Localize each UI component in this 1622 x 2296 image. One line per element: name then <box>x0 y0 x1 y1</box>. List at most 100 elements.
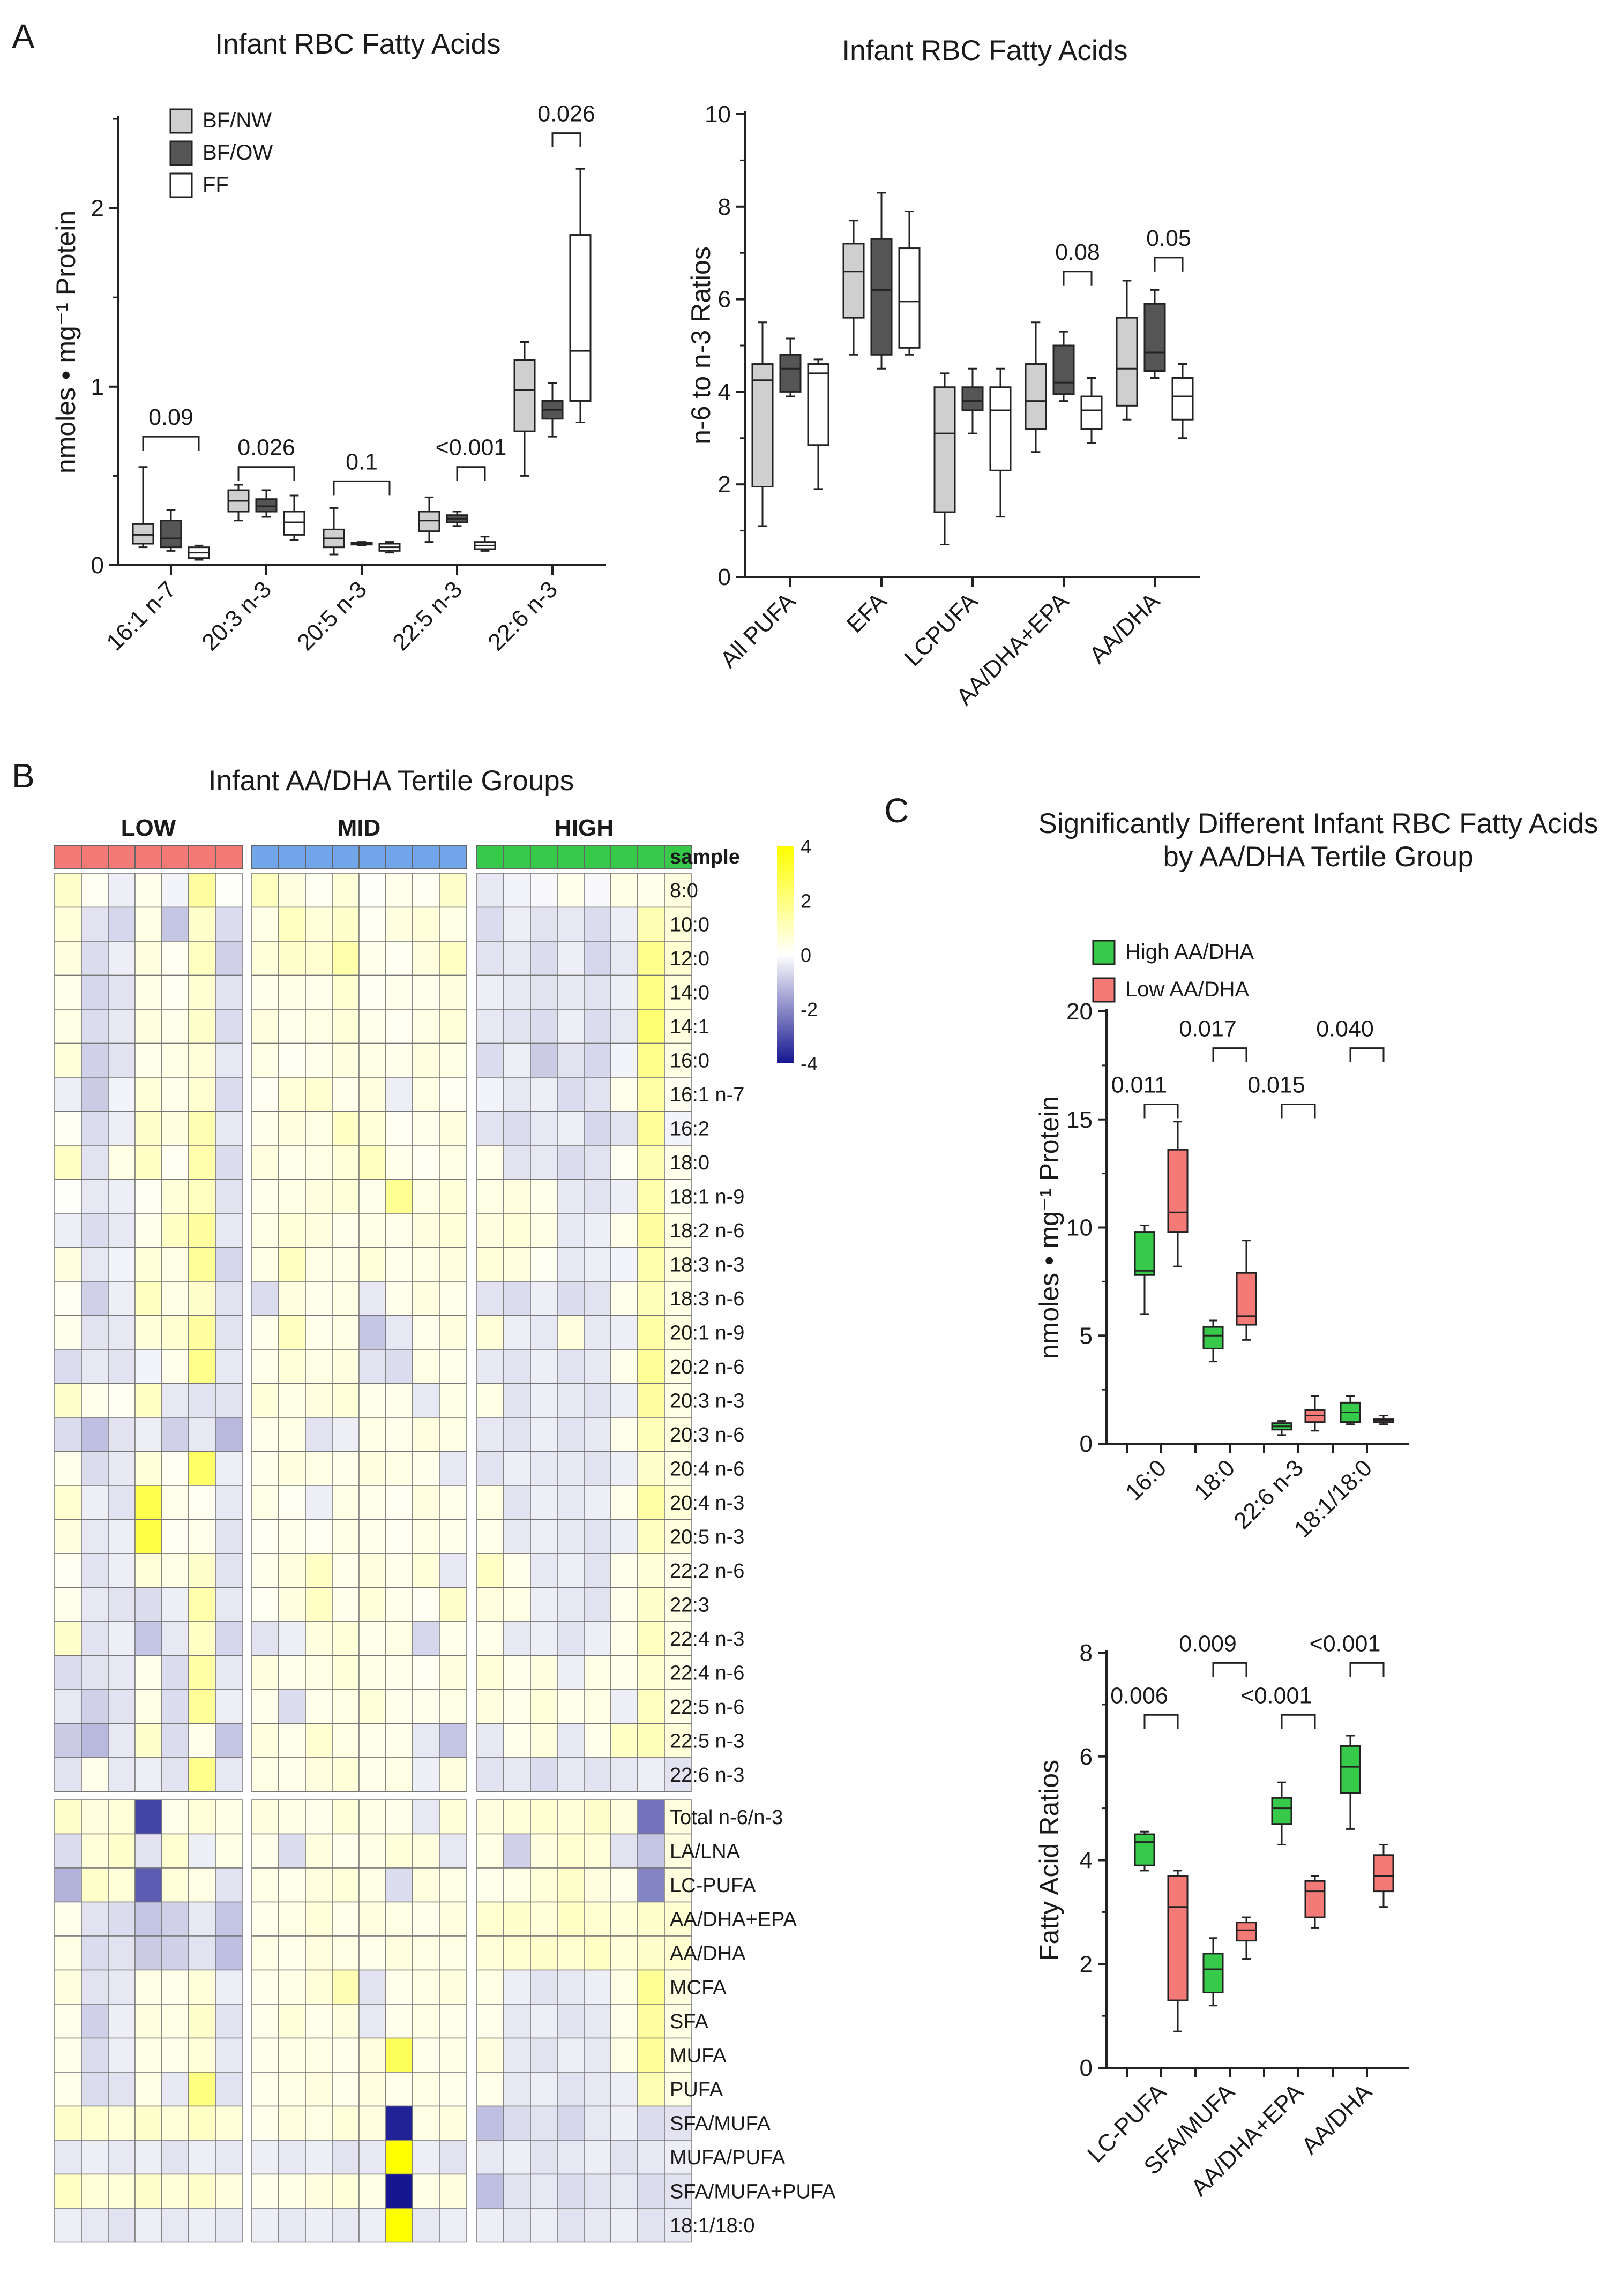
heatmap-cell-lc-pufa-16 <box>503 1867 531 1903</box>
heatmap-cell-18-3-n-3-6 <box>215 1247 243 1282</box>
heatmap-cell-20-2-n-6-4 <box>161 1349 189 1384</box>
heatmap-cell-la-lna-15 <box>476 1833 504 1869</box>
heatmap-cell-22-6-n-3-15 <box>476 1757 504 1792</box>
heatmap-cell-22-5-n-3-10 <box>332 1723 360 1758</box>
heatmap-cell-22-3-21 <box>637 1587 665 1622</box>
heatmap-cell-14-1-19 <box>584 1009 611 1044</box>
heatmap-cell-aa-dha-6 <box>215 1935 243 1971</box>
box-bf-nw-aa-dha-epa <box>1025 321 1047 453</box>
heatmap-cell-pufa-20 <box>610 2072 638 2107</box>
heatmap-cell-lc-pufa-9 <box>305 1867 333 1903</box>
heatmap-cell-pufa-4 <box>161 2072 189 2107</box>
heatmap-cell-14-0-3 <box>134 974 162 1010</box>
panel-letter-a: A <box>12 17 35 56</box>
sample-annotation-cell <box>188 845 216 869</box>
box-low-aa-dha-18-0 <box>1236 1240 1257 1341</box>
heatmap-cell-18-0-9 <box>305 1145 333 1180</box>
box-iqr <box>513 359 536 432</box>
heatmap-cell-lc-pufa-21 <box>637 1867 665 1903</box>
heatmap-cell-18-0-21 <box>637 1145 665 1180</box>
box-iqr <box>1202 1326 1224 1349</box>
heatmap-cell-sfa-21 <box>637 2004 665 2039</box>
significance-bracket <box>1143 1714 1179 1729</box>
heatmap-cell-22-4-n-3-20 <box>610 1621 638 1656</box>
x-category-label: AA/DHA <box>1085 588 1165 669</box>
heatmap-cell-10-0-7 <box>251 906 279 942</box>
heatmap-cell-total-n-6-n-3-0 <box>54 1799 82 1835</box>
heatmap-cell-10-0-1 <box>81 906 109 942</box>
heatmap-cell-18-3-n-6-6 <box>215 1281 243 1316</box>
heatmap-cell-20-2-n-6-9 <box>305 1349 333 1384</box>
heatmap-cell-mufa-19 <box>584 2037 611 2073</box>
heatmap-cell-20-4-n-6-7 <box>251 1451 279 1486</box>
heatmap-cell-sfa-18 <box>557 2004 585 2039</box>
heatmap-cell-18-3-n-3-20 <box>610 1247 638 1282</box>
heatmap-cell-sfa-mufa-22 <box>664 2105 692 2141</box>
heatmap-cell-22-5-n-3-3 <box>134 1723 162 1758</box>
heatmap-cell-20-2-n-6-18 <box>557 1349 585 1384</box>
heatmap-cell-18-1-n-9-10 <box>332 1179 360 1214</box>
heatmap-cell-14-0-20 <box>610 974 638 1010</box>
heatmap-cell-20-3-n-6-22 <box>664 1417 692 1452</box>
box-iqr <box>1134 1833 1155 1866</box>
heatmap-row-label: 20:3 n-6 <box>670 1424 744 1446</box>
heatmap-cell-16-0-16 <box>503 1042 531 1078</box>
heatmap-cell-18-1-18-0-11 <box>358 2208 386 2243</box>
heatmap-cell-total-n-6-n-3-8 <box>278 1799 306 1835</box>
heatmap-cell-22-4-n-6-5 <box>188 1655 216 1690</box>
heatmap-cell-20-5-n-3-19 <box>584 1519 611 1554</box>
heatmap-cell-18-1-18-0-4 <box>161 2208 189 2243</box>
heatmap-cell-22-3-15 <box>476 1587 504 1622</box>
heatmap-cell-14-0-21 <box>637 974 665 1010</box>
heatmap-cell-18-2-n-6-9 <box>305 1213 333 1248</box>
heatmap-cell-mcfa-9 <box>305 1969 333 2005</box>
heatmap-cell-total-n-6-n-3-3 <box>134 1799 162 1835</box>
heatmap-cell-mufa-13 <box>412 2037 440 2073</box>
box-iqr <box>989 386 1012 471</box>
heatmap-cell-lc-pufa-14 <box>439 1867 467 1903</box>
heatmap-cell-la-lna-10 <box>332 1833 360 1869</box>
heatmap-cell-la-lna-3 <box>134 1833 162 1869</box>
sample-annotation-cell <box>476 845 504 869</box>
heatmap-cell-20-3-n-6-3 <box>134 1417 162 1452</box>
heatmap-cell-18-1-18-0-8 <box>278 2208 306 2243</box>
heatmap-cell-pufa-0 <box>54 2072 82 2107</box>
heatmap-cell-16-0-15 <box>476 1042 504 1078</box>
heatmap-cell-18-0-19 <box>584 1145 611 1180</box>
heatmap-cell-18-2-n-6-22 <box>664 1213 692 1248</box>
heatmap-cell-20-4-n-3-17 <box>530 1485 558 1520</box>
heatmap-cell-sfa-mufa-pufa-17 <box>530 2173 558 2209</box>
heatmap-cell-22-6-n-3-21 <box>637 1757 665 1792</box>
sample-annotation-cell <box>610 845 638 869</box>
heatmap-cell-20-1-n-9-21 <box>637 1315 665 1350</box>
heatmap-cell-18-2-n-6-17 <box>530 1213 558 1248</box>
heatmap-cell-sfa-mufa-pufa-16 <box>503 2173 531 2209</box>
significance-bracket <box>1063 271 1093 286</box>
heatmap-cell-20-4-n-3-18 <box>557 1485 585 1520</box>
significance-bracket <box>333 480 391 496</box>
box-bf-ow-aa-dha-epa <box>1052 331 1075 402</box>
heatmap-cell-20-3-n-6-0 <box>54 1417 82 1452</box>
heatmap-cell-18-3-n-3-10 <box>332 1247 360 1282</box>
heatmap-cell-20-4-n-3-8 <box>278 1485 306 1520</box>
heatmap-cell-la-lna-18 <box>557 1833 585 1869</box>
heatmap-cell-total-n-6-n-3-7 <box>251 1799 279 1835</box>
heatmap-cell-sfa-mufa-pufa-6 <box>215 2173 243 2209</box>
heatmap-cell-16-1-n-7-11 <box>358 1077 386 1112</box>
heatmap-cell-mufa-7 <box>251 2037 279 2073</box>
box-iqr <box>1167 1149 1189 1233</box>
heatmap-cell-18-2-n-6-5 <box>188 1213 216 1248</box>
heatmap-cell-mufa-pufa-6 <box>215 2140 243 2175</box>
heatmap-cell-total-n-6-n-3-21 <box>637 1799 665 1835</box>
heatmap-cell-20-3-n-6-14 <box>439 1417 467 1452</box>
heatmap-cell-pufa-16 <box>503 2072 531 2107</box>
heatmap-cell-mcfa-12 <box>385 1969 413 2005</box>
heatmap-cell-total-n-6-n-3-2 <box>108 1799 136 1835</box>
heatmap-cell-16-1-n-7-17 <box>530 1077 558 1112</box>
heatmap-cell-20-1-n-9-8 <box>278 1315 306 1350</box>
heatmap-cell-22-2-n-6-3 <box>134 1553 162 1588</box>
heatmap-cell-20-3-n-3-19 <box>584 1383 611 1418</box>
heatmap-cell-18-0-8 <box>278 1145 306 1180</box>
heatmap-cell-aa-dha-epa-12 <box>385 1901 413 1937</box>
heatmap-cell-18-0-0 <box>54 1145 82 1180</box>
